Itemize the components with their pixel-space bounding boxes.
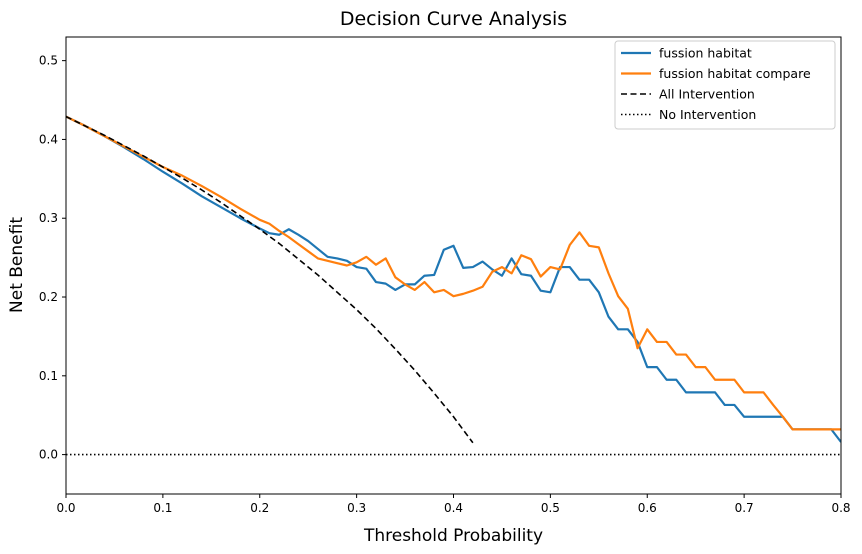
x-tick-label: 0.0	[56, 501, 75, 515]
plot-area	[66, 115, 841, 456]
series-line-2	[66, 115, 841, 431]
x-tick-label: 0.5	[541, 501, 560, 515]
legend-box	[614, 40, 836, 130]
legend-label-3: All Intervention	[659, 87, 755, 102]
x-tick-label: 0.8	[831, 501, 850, 515]
legend: fussion habitat fussion habitat compare Al…	[614, 40, 836, 130]
x-tick-label: 0.7	[735, 501, 754, 515]
legend-label-2: fussion habitat compare	[659, 66, 811, 81]
x-tick-label: 0.1	[153, 501, 172, 515]
y-tick-label: 0.4	[39, 132, 58, 146]
y-tick-label: 0.1	[39, 369, 58, 383]
axes: 0.0 0.1 0.2 0.3 0.4 0.5 0.6 0.7 0.8 0.0 0.1 0.2 0.3 0…	[39, 36, 851, 515]
y-tick-label: 0.2	[39, 290, 58, 304]
series-line-1	[66, 115, 841, 443]
y-tick-label: 0.5	[39, 54, 58, 68]
legend-label-4: No Intervention	[659, 107, 756, 122]
x-tick-label: 0.4	[444, 501, 463, 515]
y-tick-label: 0.3	[39, 211, 58, 225]
y-tick-label: 0.0	[39, 448, 58, 462]
x-tick-label: 0.3	[347, 501, 366, 515]
x-tick-label: 0.6	[638, 501, 657, 515]
legend-label-1: fussion habitat	[659, 46, 752, 61]
y-axis-title: Net Benefit	[7, 217, 27, 313]
chart-title: Decision Curve Analysis	[340, 8, 567, 30]
series-line-3	[66, 115, 474, 444]
x-axis-title: Threshold Probability	[363, 526, 543, 546]
x-tick-label: 0.2	[250, 501, 269, 515]
